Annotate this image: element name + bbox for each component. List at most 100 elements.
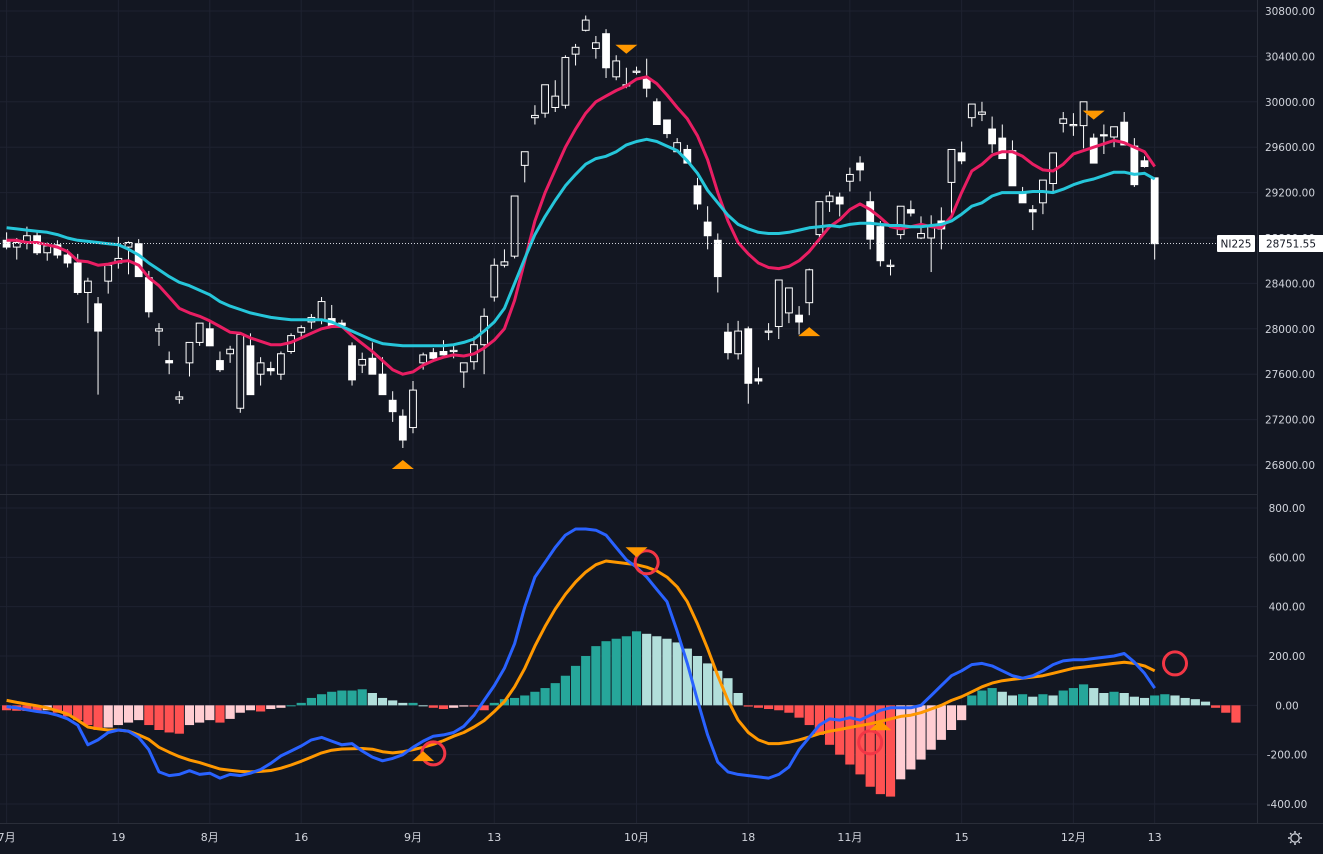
candle bbox=[378, 357, 387, 396]
candle bbox=[409, 381, 417, 434]
crossover-circle bbox=[857, 729, 884, 756]
candle bbox=[886, 259, 895, 276]
ema-slow-line bbox=[6, 137, 1156, 348]
macd-axis[interactable]: 800.00 600.00 400.00 200.00 0.00 -200.00 -400.… bbox=[1267, 503, 1308, 811]
histogram-bar bbox=[1190, 699, 1200, 706]
candle bbox=[205, 321, 214, 347]
candle bbox=[398, 409, 407, 448]
histogram-bar bbox=[32, 705, 42, 712]
histogram-bar bbox=[134, 705, 144, 721]
macd-tick-label: 0.00 bbox=[1275, 700, 1298, 712]
histogram-bar bbox=[1160, 694, 1170, 706]
candle-body-down bbox=[754, 378, 763, 382]
candle bbox=[1059, 112, 1068, 133]
time-tick-label: 15 bbox=[955, 831, 969, 844]
time-axis[interactable]: 7月 19 8月 16 9月 13 10月 18 11月 15 12月 13 bbox=[0, 831, 1162, 844]
histogram-bar bbox=[611, 638, 621, 706]
candle-body-up bbox=[409, 389, 417, 429]
candle-body-down bbox=[693, 185, 702, 205]
candle-body-up bbox=[490, 264, 499, 298]
candle-body-up bbox=[581, 19, 590, 31]
histogram-bar bbox=[113, 705, 123, 726]
histogram-bar bbox=[144, 705, 154, 726]
histogram-bar bbox=[83, 705, 93, 726]
candle-body-up bbox=[358, 358, 367, 366]
histogram-bar bbox=[510, 697, 520, 706]
macd-tick-label: 600.00 bbox=[1269, 552, 1306, 564]
symbol-tag: NI225 bbox=[1217, 235, 1255, 252]
histogram-bar bbox=[316, 694, 327, 706]
candle bbox=[612, 55, 621, 81]
time-tick-label: 13 bbox=[1148, 831, 1162, 844]
candle-body-up bbox=[449, 349, 458, 353]
candle-body-up bbox=[419, 354, 428, 364]
histogram-bar bbox=[824, 705, 835, 745]
candle-body-down bbox=[246, 345, 255, 396]
time-tick-label: 10月 bbox=[624, 831, 649, 844]
histogram-bar bbox=[154, 705, 164, 730]
price-pane[interactable] bbox=[2, 15, 1159, 469]
candle bbox=[185, 341, 194, 377]
candle-body-down bbox=[388, 399, 397, 413]
candle-body-up bbox=[825, 195, 834, 203]
histogram-bar bbox=[1058, 690, 1068, 706]
candle bbox=[1110, 126, 1118, 148]
histogram-bar bbox=[1211, 705, 1221, 708]
macd-pane[interactable] bbox=[2, 527, 1241, 797]
histogram-bar bbox=[459, 705, 469, 707]
candle-body-down bbox=[368, 357, 377, 375]
candle-body-up bbox=[978, 111, 986, 115]
candle-body-down bbox=[713, 239, 722, 278]
candle-body-up bbox=[632, 70, 641, 73]
histogram-bar bbox=[1109, 691, 1119, 706]
candle-body-up bbox=[256, 362, 265, 375]
histogram-bar bbox=[164, 705, 174, 733]
histogram-bar bbox=[642, 633, 652, 706]
price-axis[interactable]: 30800.00 30400.00 30000.00 29600.00 29200.00… bbox=[1265, 6, 1315, 472]
histogram-bar bbox=[946, 705, 957, 730]
candle-body-down bbox=[144, 277, 153, 313]
candle bbox=[744, 326, 753, 404]
histogram-bar bbox=[103, 705, 113, 728]
histogram-bar bbox=[337, 690, 347, 706]
histogram-bar bbox=[845, 705, 855, 765]
candle bbox=[510, 195, 519, 259]
time-tick-label: 18 bbox=[741, 831, 755, 844]
histogram-bar bbox=[1018, 694, 1028, 706]
candle bbox=[1069, 113, 1078, 136]
gear-icon[interactable] bbox=[1288, 831, 1302, 845]
candle-body-down bbox=[165, 360, 174, 364]
candle bbox=[236, 333, 245, 413]
candle bbox=[591, 35, 600, 59]
candle-body-up bbox=[917, 232, 925, 239]
histogram-bar bbox=[662, 638, 672, 706]
candle-body-down bbox=[835, 196, 844, 205]
candle-body-down bbox=[73, 262, 82, 293]
candle-body-down bbox=[1089, 137, 1098, 164]
histogram-bar bbox=[52, 705, 62, 713]
candle bbox=[957, 141, 966, 165]
candle-body-down bbox=[266, 368, 275, 372]
macd-line bbox=[6, 527, 1156, 780]
candle-body-down bbox=[205, 328, 214, 347]
macd-tick-label: -200.00 bbox=[1267, 750, 1308, 762]
candle bbox=[531, 105, 539, 125]
candle-body-up bbox=[510, 195, 519, 257]
ema-fast-line bbox=[6, 75, 1156, 376]
histogram-bar bbox=[174, 705, 184, 734]
histogram-bar bbox=[428, 705, 438, 708]
candle-body-up bbox=[1110, 126, 1118, 138]
candle-body-up bbox=[734, 330, 743, 355]
candle bbox=[368, 342, 377, 375]
histogram-bar bbox=[286, 705, 296, 707]
candle-body-up bbox=[236, 333, 245, 409]
histogram-bar bbox=[408, 702, 418, 706]
histogram-bar bbox=[987, 688, 997, 706]
candle-body-down bbox=[1008, 150, 1017, 187]
histogram-bar bbox=[530, 691, 540, 706]
histogram-bar bbox=[123, 705, 134, 723]
histogram-bar bbox=[256, 705, 266, 712]
sell-marker bbox=[625, 547, 648, 558]
candle bbox=[581, 15, 590, 32]
